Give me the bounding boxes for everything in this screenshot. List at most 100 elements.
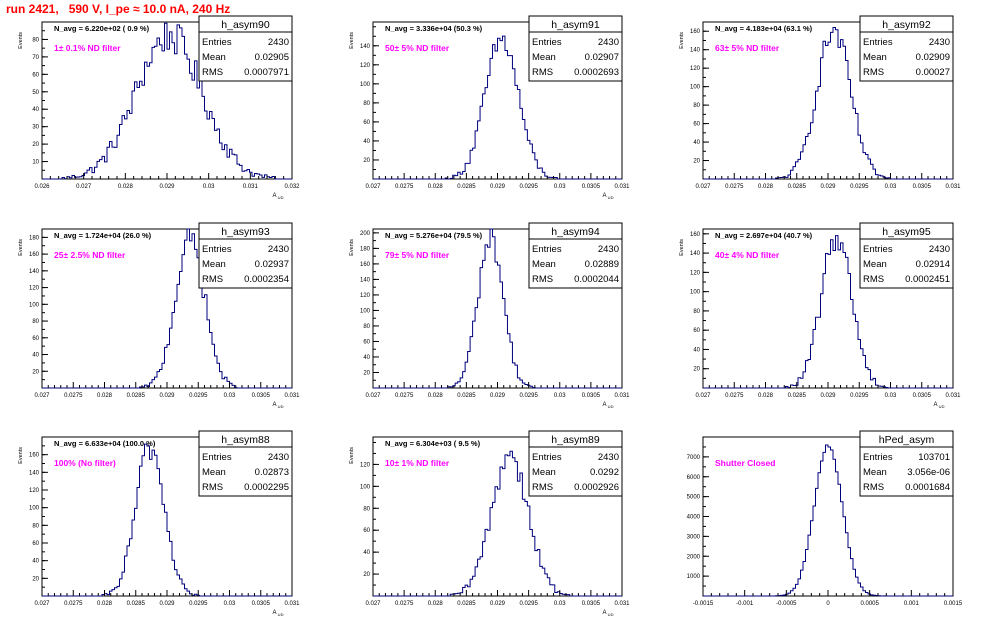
y-tick-label: 20 [693,367,700,373]
stats-value: 0.02905 [255,52,289,63]
stats-value: 2430 [598,452,619,463]
histogram-title: N_avg = 6.633e+04 (100.0 %) [54,439,156,448]
histogram-title: N_avg = 6.220e+02 ( 0.9 %) [54,24,150,33]
y-tick-label: 120 [360,63,371,69]
x-tick-label: 0.03 [554,393,566,399]
x-tick-label: -0.0015 [693,601,714,607]
stats-value: 0.0001684 [905,482,950,493]
stats-value: 0.02937 [255,259,289,270]
y-tick-label: 60 [32,72,39,78]
stats-histogram-name: h_asym90 [221,19,270,31]
stats-box: h_asym91 Entries 2430 Mean 0.02907 RMS 0.00026… [528,15,623,82]
stats-value: 0.02873 [255,467,289,478]
x-tick-label: 0.028 [428,601,444,607]
y-tick-label: 180 [360,246,371,252]
y-tick-label: 60 [32,541,39,547]
stats-box: h_asym92 Entries 2430 Mean 0.02909 RMS 0.00027 [859,15,954,82]
stats-value: 0.0002451 [905,274,950,285]
stats-label: RMS [863,482,884,493]
stats-value: 2430 [268,37,289,48]
x-tick-label: -0.0005 [776,601,797,607]
y-tick-label: 120 [360,293,371,299]
stats-value: 0.0002693 [574,67,619,78]
y-tick-label: 100 [690,85,701,91]
y-tick-label: 140 [690,251,701,257]
histogram-pad: 0.027 0.0275 0.028 0.0285 0.029 0.0295 0.03 0.0… [18,430,300,617]
y-tick-label: 80 [32,319,39,325]
y-tick-label: 5000 [687,495,701,501]
y-tick-label: 100 [29,506,40,512]
y-tick-label: 40 [693,347,700,353]
y-tick-label: 120 [360,462,371,468]
x-tick-label: 0.0305 [582,601,601,607]
x-tick-label: 0.027 [76,184,92,190]
stats-label: RMS [532,274,553,285]
stats-label: Entries [863,37,893,48]
y-tick-label: 200 [360,231,371,237]
y-tick-label: 4000 [687,515,701,521]
histogram-line [703,27,953,180]
stats-value: 0.0292 [590,467,619,478]
stats-label: Entries [863,452,893,463]
histogram-title: N_avg = 1.724e+04 (26.0 %) [54,231,152,240]
filter-annotation: 79± 5% ND filter [385,250,450,260]
x-tick-label: 0.0275 [395,393,414,399]
stats-label: RMS [863,67,884,78]
x-tick-label: 0.029 [159,601,175,607]
x-tick-label: 0.031 [945,184,961,190]
x-tick-label: 0.027 [365,393,381,399]
histogram-pad: -0.0015 -0.001 -0.0005 0 0.0005 0.001 0.0015 10… [687,430,963,607]
y-tick-label: 40 [32,559,39,565]
y-tick-label: 20 [693,159,700,165]
stats-label: Entries [532,452,562,463]
stats-value: 0.02909 [916,52,950,63]
x-tick-label: 0.03 [203,184,215,190]
x-tick-label: 0.029 [490,393,506,399]
y-tick-label: 120 [690,66,701,72]
x-tick-label: 0.0305 [252,601,271,607]
y-tick-label: 20 [32,369,39,375]
x-tick-label: 0.028 [428,393,444,399]
histogram-title: N_avg = 6.304e+03 ( 9.5 %) [385,439,481,448]
x-tick-label: 0.03 [554,184,566,190]
stats-box: h_asym89 Entries 2430 Mean 0.0292 RMS 0.000292… [528,430,623,497]
stats-label: Mean [863,467,887,478]
stats-value: 3.056e-06 [907,467,950,478]
x-tick-label: 0.0275 [395,184,414,190]
y-tick-label: 40 [363,355,370,361]
x-tick-label: 0.027 [34,393,50,399]
x-tick-label: 0.0015 [944,601,963,607]
stats-label: Mean [532,52,556,63]
stats-value: 0.02914 [916,259,950,270]
stats-value: 2430 [598,37,619,48]
y-tick-label: 7000 [687,455,701,461]
stats-label: RMS [532,482,553,493]
stats-box-frame [198,222,293,289]
y-tick-label: 2000 [687,554,701,560]
x-tick-label: 0.0005 [860,601,879,607]
histogram-pad: 0.027 0.0275 0.028 0.0285 0.029 0.0295 0.03 0.0… [679,222,961,409]
histogram-pad: 0.027 0.0275 0.028 0.0285 0.029 0.0295 0.03 0.0… [349,222,630,409]
stats-box-frame [198,15,293,82]
stats-histogram-name: h_asym88 [221,434,270,446]
y-tick-label: 40 [693,140,700,146]
y-axis-label: Events [18,447,24,464]
stats-label: Mean [863,259,887,270]
x-tick-label: 0.029 [490,601,506,607]
filter-annotation: Shutter Closed [715,458,775,468]
y-tick-label: 80 [32,37,39,43]
stats-value: 2430 [598,244,619,255]
x-tick-label: 0.027 [34,601,50,607]
y-tick-label: 60 [363,528,370,534]
y-tick-label: 6000 [687,475,701,481]
x-tick-label: 0.0285 [127,601,146,607]
x-tick-label: 0.0305 [913,184,932,190]
stats-label: Mean [202,52,226,63]
x-tick-label: 0.03 [224,601,236,607]
x-tick-label: 0.028 [97,393,113,399]
x-tick-label: 0.026 [34,184,50,190]
stats-box-frame [198,430,293,497]
histogram-title: N_avg = 5.276e+04 (79.5 %) [385,231,483,240]
stats-label: Entries [202,37,232,48]
x-tick-label: 0.028 [758,184,774,190]
